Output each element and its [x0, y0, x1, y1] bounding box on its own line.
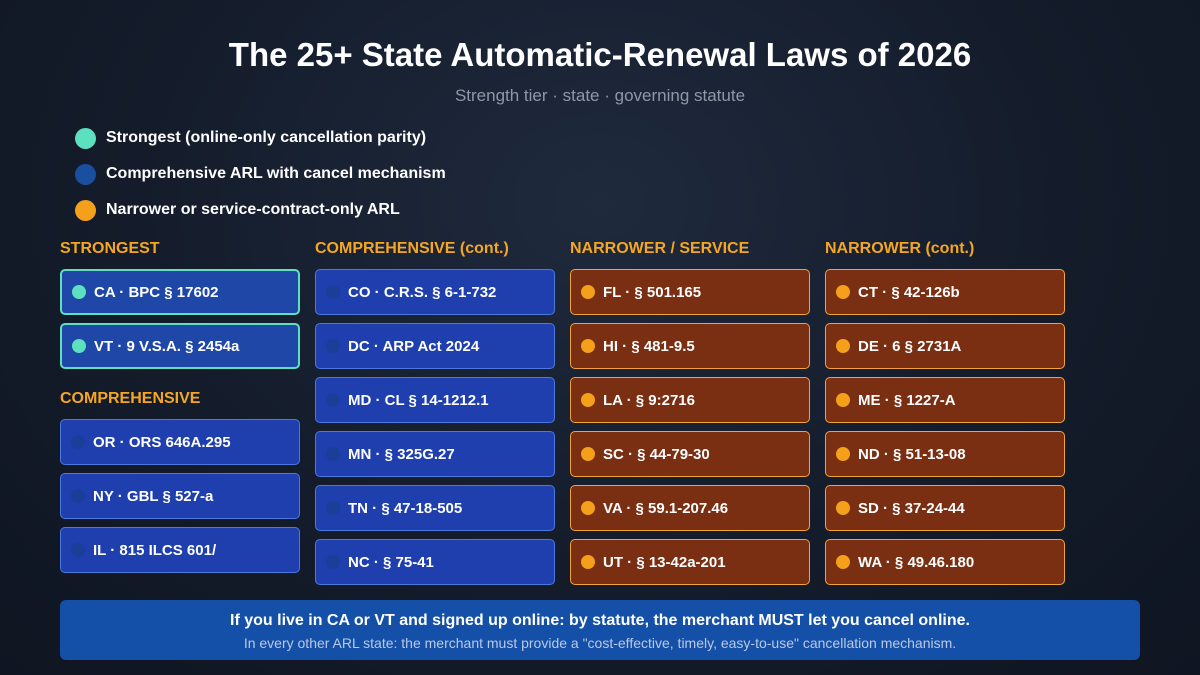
statute-label: NY · GBL § 527-a [93, 487, 214, 505]
statute-card-comprehensive: MN · § 325G.27 [315, 431, 555, 477]
legend-label: Narrower or service-contract-only ARL [106, 201, 400, 218]
statute-label: LA · § 9:2716 [603, 391, 695, 409]
circle-icon [581, 501, 595, 515]
circle-icon [72, 339, 86, 353]
statute-label: ME · § 1227-A [858, 391, 956, 409]
statute-label: UT · § 13-42a-201 [603, 553, 726, 571]
circle-icon [72, 285, 86, 299]
column-heading-strongest: STRONGEST [60, 240, 160, 257]
circle-icon [75, 127, 96, 149]
circle-icon [71, 489, 85, 503]
statute-card-narrower: UT · § 13-42a-201 [570, 539, 810, 585]
circle-icon [75, 163, 96, 185]
column-heading-comprehensive-cont: COMPREHENSIVE (cont.) [315, 240, 509, 257]
statute-card-narrower: SD · § 37-24-44 [825, 485, 1065, 531]
statute-card-narrower: DE · 6 § 2731A [825, 323, 1065, 369]
legend-item-comprehensive: Comprehensive ARL with cancel mechanism [75, 163, 446, 185]
circle-icon [71, 435, 85, 449]
page-subtitle: Strength tier · state · governing statut… [454, 86, 746, 105]
column-heading-comprehensive: COMPREHENSIVE [60, 390, 201, 407]
page-title: The 25+ State Automatic-Renewal Laws of … [228, 36, 972, 73]
statute-card-narrower: ND · § 51-13-08 [825, 431, 1065, 477]
circle-icon [326, 393, 340, 407]
statute-label: NC · § 75-41 [348, 553, 434, 571]
column-heading-narrower-cont: NARROWER (cont.) [825, 240, 975, 257]
statute-card-narrower: ME · § 1227-A [825, 377, 1065, 423]
statute-label: TN · § 47-18-505 [348, 499, 463, 517]
circle-icon [836, 501, 850, 515]
statute-card-comprehensive: TN · § 47-18-505 [315, 485, 555, 531]
circle-icon [581, 393, 595, 407]
legend-label: Strongest (online-only cancellation pari… [106, 129, 427, 146]
banner-sub-text: In every other ARL state: the merchant m… [243, 635, 957, 651]
statute-label: VT · 9 V.S.A. § 2454a [94, 337, 240, 355]
legend-item-narrower: Narrower or service-contract-only ARL [75, 199, 446, 221]
statute-label: VA · § 59.1-207.46 [603, 499, 729, 517]
statute-label: FL · § 501.165 [603, 283, 702, 301]
circle-icon [581, 555, 595, 569]
statute-card-comprehensive: IL · 815 ILCS 601/ [60, 527, 300, 573]
circle-icon [326, 285, 340, 299]
statute-label: SC · § 44-79-30 [603, 445, 710, 463]
statute-label: CA · BPC § 17602 [94, 283, 219, 301]
circle-icon [581, 285, 595, 299]
statute-card-comprehensive: OR · ORS 646A.295 [60, 419, 300, 465]
legend-label: Comprehensive ARL with cancel mechanism [106, 165, 446, 182]
statute-label: IL · 815 ILCS 601/ [93, 541, 217, 559]
statute-label: DC · ARP Act 2024 [348, 337, 480, 355]
circle-icon [836, 339, 850, 353]
statute-card-comprehensive: NC · § 75-41 [315, 539, 555, 585]
circle-icon [326, 447, 340, 461]
statute-label: CO · C.R.S. § 6-1-732 [348, 283, 497, 301]
legend: Strongest (online-only cancellation pari… [75, 127, 446, 235]
circle-icon [326, 555, 340, 569]
circle-icon [71, 543, 85, 557]
statute-label: DE · 6 § 2731A [858, 337, 962, 355]
statute-card-narrower: LA · § 9:2716 [570, 377, 810, 423]
statute-label: MD · CL § 14-1212.1 [348, 391, 489, 409]
statute-card-narrower: SC · § 44-79-30 [570, 431, 810, 477]
circle-icon [75, 199, 96, 221]
statute-card-narrower: CT · § 42-126b [825, 269, 1065, 315]
statute-card-strongest: CA · BPC § 17602 [60, 269, 300, 315]
statute-card-comprehensive: NY · GBL § 527-a [60, 473, 300, 519]
callout-banner: If you live in CA or VT and signed up on… [60, 600, 1140, 660]
circle-icon [836, 285, 850, 299]
statute-label: OR · ORS 646A.295 [93, 433, 231, 451]
column-heading-narrower: NARROWER / SERVICE [570, 240, 750, 257]
statute-label: SD · § 37-24-44 [858, 499, 965, 517]
circle-icon [326, 501, 340, 515]
statute-card-comprehensive: DC · ARP Act 2024 [315, 323, 555, 369]
statute-card-strongest: VT · 9 V.S.A. § 2454a [60, 323, 300, 369]
statute-label: CT · § 42-126b [858, 283, 960, 301]
statute-label: MN · § 325G.27 [348, 445, 455, 463]
circle-icon [836, 555, 850, 569]
statute-card-narrower: WA · § 49.46.180 [825, 539, 1065, 585]
circle-icon [836, 393, 850, 407]
statute-card-comprehensive: MD · CL § 14-1212.1 [315, 377, 555, 423]
statute-card-comprehensive: CO · C.R.S. § 6-1-732 [315, 269, 555, 315]
statute-card-narrower: VA · § 59.1-207.46 [570, 485, 810, 531]
statute-label: HI · § 481-9.5 [603, 337, 695, 355]
banner-main-text: If you live in CA or VT and signed up on… [230, 612, 970, 629]
statute-label: WA · § 49.46.180 [858, 553, 975, 571]
statute-card-narrower: HI · § 481-9.5 [570, 323, 810, 369]
statute-label: ND · § 51-13-08 [858, 445, 966, 463]
circle-icon [581, 447, 595, 461]
circle-icon [836, 447, 850, 461]
circle-icon [326, 339, 340, 353]
statute-card-narrower: FL · § 501.165 [570, 269, 810, 315]
circle-icon [581, 339, 595, 353]
legend-item-strongest: Strongest (online-only cancellation pari… [75, 127, 446, 149]
